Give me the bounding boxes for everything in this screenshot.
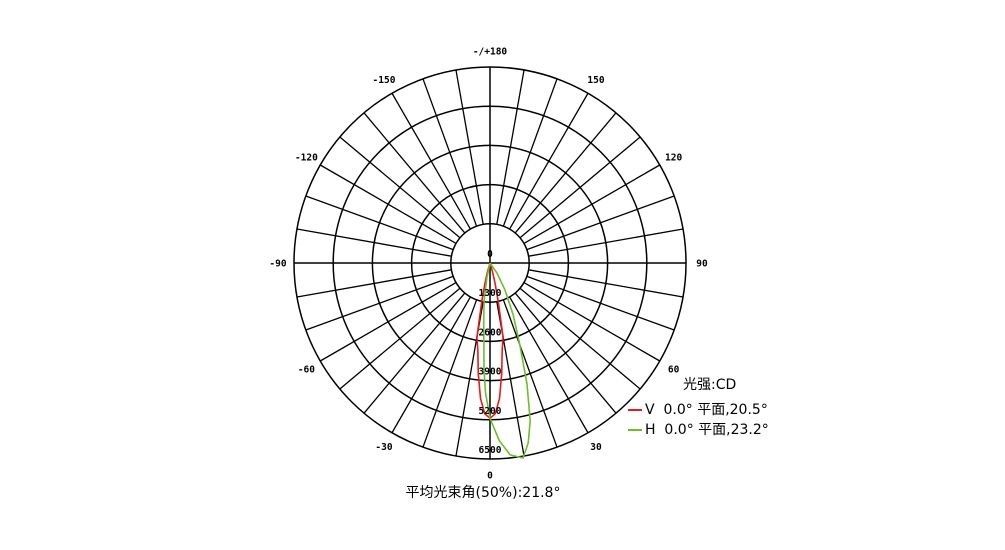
- angle-tick-label: -150: [373, 75, 396, 86]
- radial-tick-label: 6500: [479, 445, 502, 456]
- angle-spoke: [422, 78, 478, 227]
- legend-entry-v: V 0.0° 平面,20.5°: [645, 402, 768, 418]
- radial-tick-label: 3900: [479, 367, 502, 378]
- angle-tick-label: 60: [668, 365, 680, 376]
- angle-spoke: [305, 195, 454, 251]
- angle-spoke: [339, 287, 461, 390]
- angle-spoke: [523, 282, 661, 362]
- series-curve-1: [482, 262, 531, 459]
- angle-spoke: [523, 164, 661, 244]
- angle-spoke: [509, 296, 589, 434]
- angle-spoke: [455, 69, 484, 225]
- angle-spoke: [502, 299, 558, 448]
- angle-tick-label: -60: [298, 365, 315, 376]
- angle-spoke: [519, 287, 641, 390]
- angle-tick-label: 150: [587, 75, 604, 86]
- angle-spoke: [509, 92, 589, 230]
- legend: 光强:CD V 0.0° 平面,20.5° H 0.0° 平面,23.2°: [628, 377, 769, 438]
- beam-angle-footer: 平均光束角(50%):21.8°: [406, 485, 561, 501]
- angle-spoke: [319, 282, 457, 362]
- angle-tick-label: 30: [590, 442, 602, 453]
- angle-tick-label: -120: [295, 153, 318, 164]
- intensity-curves: [476, 262, 531, 459]
- angle-spoke: [391, 296, 471, 434]
- angle-spoke: [305, 275, 454, 331]
- angle-spoke: [391, 92, 471, 230]
- angle-spoke: [526, 275, 675, 331]
- radial-tick-label: 0: [487, 249, 493, 260]
- angle-spoke: [514, 292, 617, 414]
- angle-spoke: [296, 269, 452, 298]
- angle-spoke: [502, 78, 558, 227]
- tick-labels: 0 1300 2600 3900 5200 6500 0 30 60 90 120 150 -/+180…: [269, 47, 708, 482]
- radial-tick-label: 2600: [479, 327, 502, 338]
- angle-spoke: [528, 228, 684, 257]
- angle-tick-label: -30: [375, 442, 392, 453]
- angle-spoke: [319, 164, 457, 244]
- unit-label: 光强:CD: [683, 377, 736, 393]
- angle-spoke: [422, 299, 478, 448]
- angle-spoke: [496, 69, 525, 225]
- angle-spoke: [296, 228, 452, 257]
- radial-tick-label: 1300: [479, 288, 502, 299]
- angle-spoke: [528, 269, 684, 298]
- angle-spoke: [363, 112, 466, 234]
- angle-spoke: [526, 195, 675, 251]
- angle-tick-label: 90: [696, 259, 708, 270]
- angle-tick-label: -90: [269, 259, 286, 270]
- radial-tick-label: 5200: [479, 406, 502, 417]
- angle-tick-label: -/+180: [473, 47, 508, 58]
- angle-tick-label: 120: [665, 153, 682, 164]
- legend-entry-h: H 0.0° 平面,23.2°: [645, 422, 769, 438]
- angle-spoke: [339, 136, 461, 239]
- angle-spoke: [363, 292, 466, 414]
- angle-tick-label: 0: [487, 471, 493, 482]
- angle-spoke: [519, 136, 641, 239]
- angle-spoke: [514, 112, 617, 234]
